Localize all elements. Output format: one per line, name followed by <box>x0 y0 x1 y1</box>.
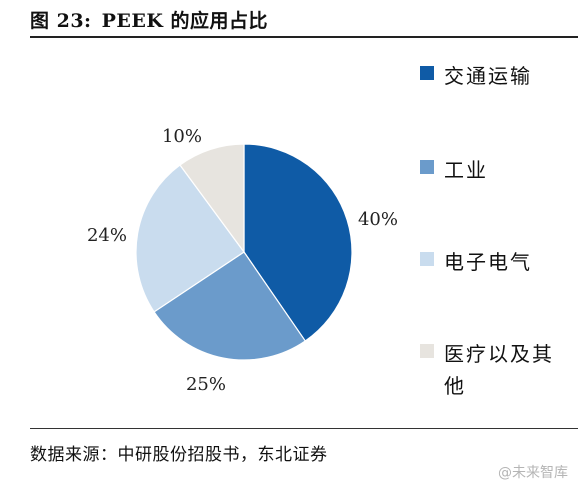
pie-slice-industry <box>153 251 307 361</box>
source-note: 数据来源：中研股份招股书，东北证券 <box>30 445 328 465</box>
slice-label-medical-other: 10% <box>162 126 202 147</box>
slice-label-industry: 25% <box>186 374 226 395</box>
legend-label: 交通运输 <box>444 64 532 88</box>
source-divider <box>30 428 578 429</box>
chart-title: 图 23: PEEK 的应用占比 <box>30 6 268 33</box>
legend-label: 电子电气 <box>444 250 532 274</box>
watermark: @未来智库 <box>498 465 568 481</box>
legend-label: 医疗以及其他 <box>444 342 554 398</box>
legend-item-electronics: 电子电气 <box>420 246 564 278</box>
legend-swatch <box>420 66 434 80</box>
legend-swatch <box>420 344 434 358</box>
pie-slice-medical-other <box>179 143 245 254</box>
legend-item-industry: 工业 <box>420 154 564 186</box>
pie-slice-electronics <box>135 164 245 313</box>
legend-label: 工业 <box>444 158 488 182</box>
legend-swatch <box>420 160 434 174</box>
legend-swatch <box>420 252 434 266</box>
figure-label: 图 23: <box>30 10 92 32</box>
legend-item-medical-other: 医疗以及其他 <box>420 338 564 402</box>
pie-slice-transport <box>243 143 353 342</box>
legend-item-transport: 交通运输 <box>420 60 564 92</box>
title-divider <box>30 36 578 38</box>
slice-label-electronics: 24% <box>87 225 127 246</box>
figure-title-text: PEEK 的应用占比 <box>101 10 268 32</box>
slice-label-transport: 40% <box>358 209 398 230</box>
